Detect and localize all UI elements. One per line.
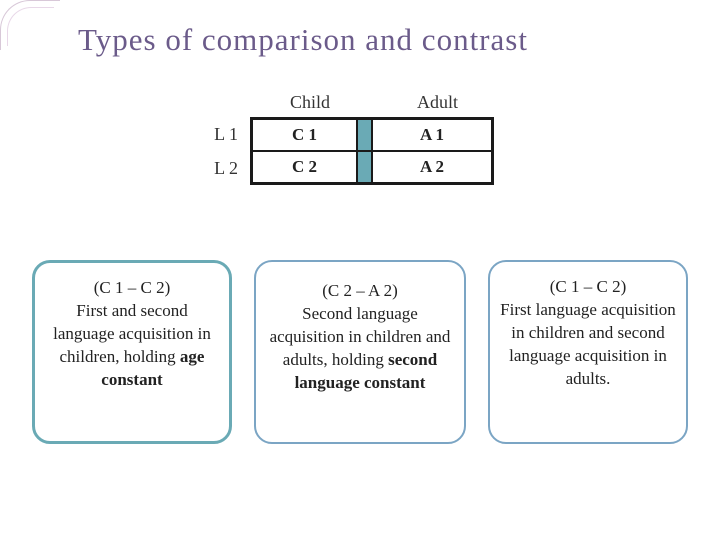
comparison-table: Child Adult L 1 L 2 C 1 A 1 C 2 A 2 <box>190 88 505 185</box>
info-box-1: (C 1 – C 2) First and second language ac… <box>32 260 232 444</box>
box3-pair: (C 1 – C 2) <box>550 277 627 296</box>
box3-text: First language acquisition in children a… <box>500 300 676 388</box>
cell-c2: C 2 <box>252 151 357 183</box>
box1-pair: (C 1 – C 2) <box>94 278 171 297</box>
cell-a2: A 2 <box>372 151 492 183</box>
row-label-l2: L 2 <box>190 152 250 184</box>
info-boxes-row: (C 1 – C 2) First and second language ac… <box>18 260 702 444</box>
cell-a1: A 1 <box>372 119 492 151</box>
page-title: Types of comparison and contrast <box>78 22 528 58</box>
gap-top <box>357 119 372 151</box>
col-header-adult: Adult <box>370 88 505 117</box>
cell-c1: C 1 <box>252 119 357 151</box>
table-grid: C 1 A 1 C 2 A 2 <box>250 117 494 185</box>
corner-decoration <box>0 0 60 50</box>
gap-bottom <box>357 151 372 183</box>
box2-pair: (C 2 – A 2) <box>322 281 398 300</box>
row-label-l1: L 1 <box>190 118 250 150</box>
info-box-3: (C 1 – C 2) First language acquisition i… <box>488 260 688 444</box>
col-header-child: Child <box>250 88 370 117</box>
info-box-2: (C 2 – A 2) Second language acquisition … <box>254 260 466 444</box>
